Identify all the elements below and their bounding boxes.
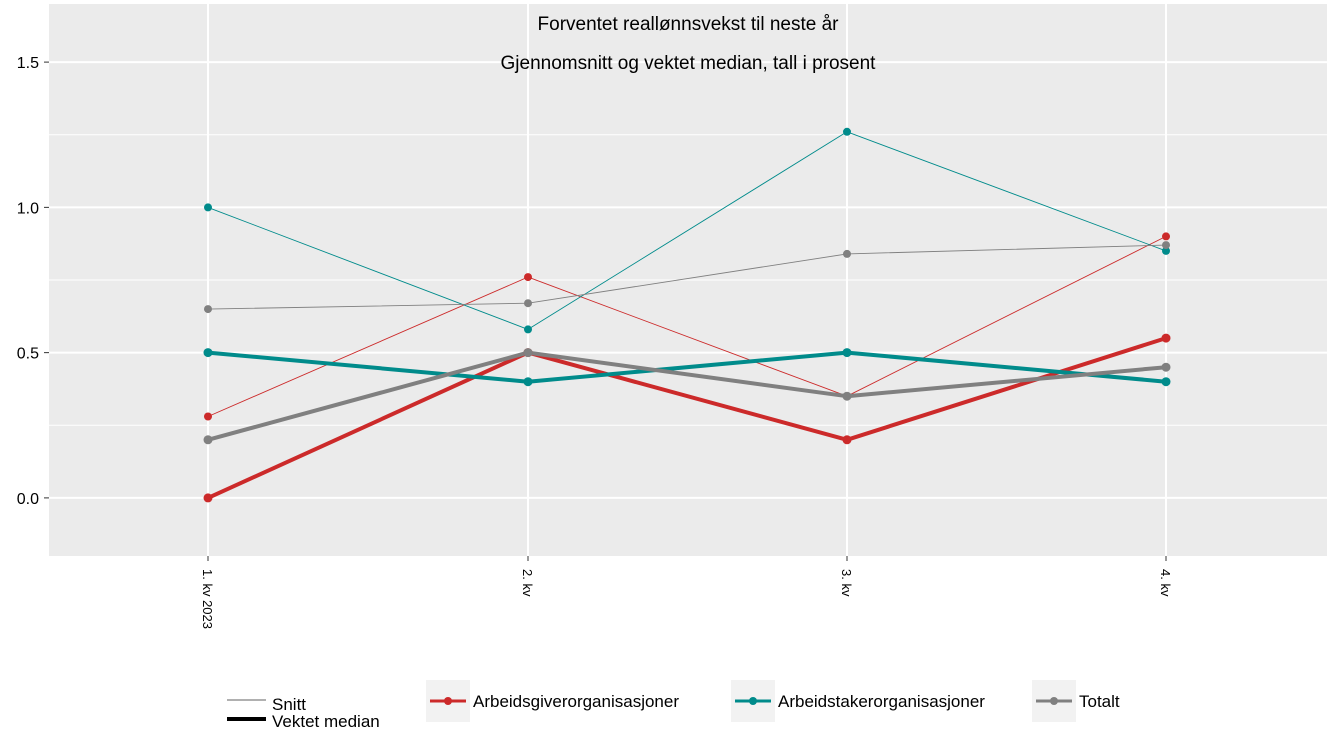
data-point-arbeidstakerorganisasjoner-vektet-median [842, 348, 852, 358]
data-point-arbeidstakerorganisasjoner-vektet-median [203, 348, 213, 358]
y-tick-label: 1.5 [17, 55, 39, 72]
data-point-totalt-vektet-median [203, 435, 213, 445]
series-line-arbeidsgiverorganisasjoner-snitt [207, 235, 1167, 417]
legend-item-arbeidsgiverorganisasjoner: Arbeidsgiverorganisasjoner [426, 680, 679, 722]
data-point-arbeidstakerorganisasjoner-snitt [204, 203, 212, 212]
y-tick-label: 0.0 [17, 491, 39, 508]
y-axis: 0.0 0.5 1.0 1.5 [17, 55, 49, 508]
data-point-arbeidstakerorganisasjoner-snitt [524, 325, 532, 334]
series-points [203, 127, 1171, 503]
y-tick-label: 1.0 [17, 200, 39, 217]
series-line-totalt-vektet-median [206, 350, 1168, 442]
data-point-arbeidsgiverorganisasjoner-vektet-median [1161, 333, 1171, 343]
data-point-arbeidsgiverorganisasjoner-vektet-median [203, 493, 213, 503]
data-point-totalt-vektet-median [523, 348, 533, 358]
x-tick-label: 1. kv 2023 [200, 569, 215, 629]
chart-title: Forventet reallønnsvekst til neste år [538, 14, 840, 35]
data-point-totalt-snitt [1162, 241, 1170, 250]
x-tick-label: 2. kv [520, 569, 535, 597]
legend-label-vektet-median: Vektet median [272, 712, 380, 731]
data-point-arbeidstakerorganisasjoner-vektet-median [1161, 377, 1171, 387]
series-lines [206, 131, 1168, 500]
data-point-arbeidsgiverorganisasjoner-snitt [524, 273, 532, 282]
data-point-arbeidstakerorganisasjoner-snitt [1162, 246, 1170, 255]
data-point-totalt-snitt [524, 299, 532, 308]
x-tick-label: 3. kv [839, 569, 854, 597]
legend-key-point [1050, 697, 1058, 705]
major-gridlines [49, 4, 1327, 556]
legend-label: Arbeidsgiverorganisasjoner [473, 692, 679, 711]
legend: Snitt Vektet median Arbeidsgiverorganisa… [227, 680, 1120, 731]
legend-item-arbeidstakerorganisasjoner: Arbeidstakerorganisasjoner [731, 680, 985, 722]
series-line-arbeidsgiverorganisasjoner-vektet-median [206, 336, 1168, 500]
legend-key-point [444, 697, 452, 705]
chart-subtitle: Gjennomsnitt og vektet median, tall i pr… [501, 53, 877, 74]
data-point-totalt-vektet-median [1161, 362, 1171, 372]
data-point-arbeidstakerorganisasjoner-vektet-median [523, 377, 533, 387]
legend-label: Totalt [1079, 692, 1120, 711]
data-point-arbeidsgiverorganisasjoner-snitt [1162, 232, 1170, 241]
series-line-totalt-snitt [207, 244, 1167, 310]
x-tick-label: 4. kv [1158, 569, 1173, 597]
legend-label-snitt: Snitt [272, 695, 306, 714]
series-line-arbeidstakerorganisasjoner-vektet-median [206, 350, 1168, 384]
data-point-totalt-snitt [843, 249, 851, 258]
series-line-arbeidstakerorganisasjoner-snitt [207, 131, 1167, 330]
legend-item-totalt: Totalt [1032, 680, 1120, 722]
legend-label: Arbeidstakerorganisasjoner [778, 692, 985, 711]
legend-series: Arbeidsgiverorganisasjoner Arbeidstakeror… [426, 680, 1120, 722]
data-point-totalt-snitt [204, 305, 212, 314]
data-point-totalt-vektet-median [842, 391, 852, 401]
y-tick-label: 0.5 [17, 346, 39, 363]
data-point-arbeidsgiverorganisasjoner-vektet-median [842, 435, 852, 445]
legend-linetype: Snitt Vektet median [227, 695, 380, 731]
data-point-arbeidstakerorganisasjoner-snitt [843, 127, 851, 136]
legend-key-point [749, 697, 757, 705]
data-point-arbeidsgiverorganisasjoner-snitt [204, 412, 212, 421]
x-axis: 1. kv 2023 2. kv 3. kv 4. kv [200, 556, 1173, 629]
